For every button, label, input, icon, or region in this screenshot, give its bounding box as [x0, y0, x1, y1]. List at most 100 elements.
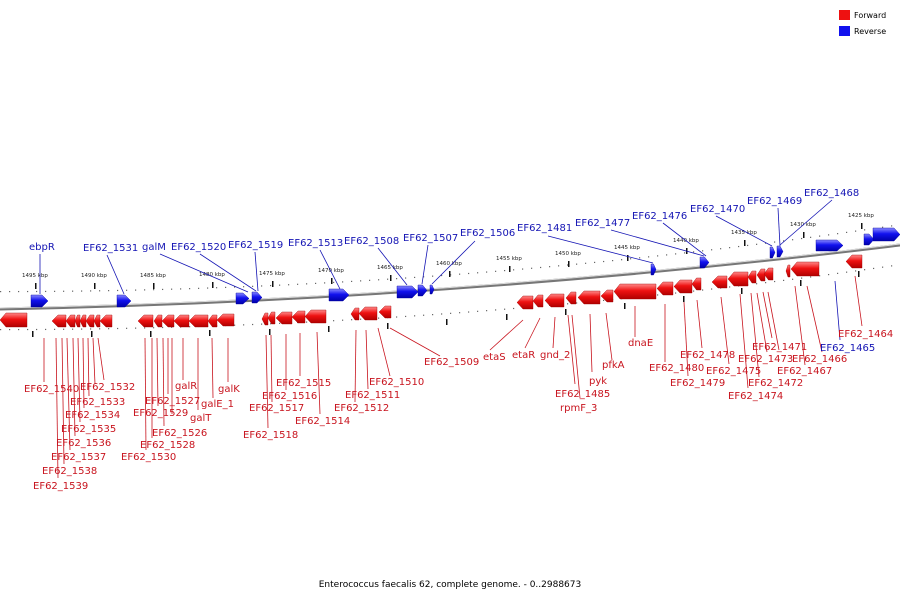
forward-gene-arrow[interactable]	[0, 312, 28, 328]
forward-gene-arrow[interactable]	[747, 270, 757, 284]
forward-gene-arrow[interactable]	[790, 261, 820, 277]
gene-label[interactable]: EF62_1520	[171, 242, 226, 253]
gene-label[interactable]: EF62_1511	[345, 390, 400, 401]
gene-label[interactable]: EF62_1476	[632, 211, 687, 222]
gene-label[interactable]: EF62_1478	[680, 350, 735, 361]
gene-label[interactable]: EF62_1466	[792, 354, 847, 365]
gene-label[interactable]: EF62_1506	[460, 228, 515, 239]
gene-label[interactable]: EF62_1526	[152, 428, 207, 439]
gene-label[interactable]: EF62_1479	[670, 378, 725, 389]
forward-gene-arrow[interactable]	[532, 294, 544, 308]
gene-label[interactable]: EF62_1536	[56, 438, 111, 449]
reverse-gene-arrow[interactable]	[417, 284, 428, 297]
gene-label[interactable]: EF62_1538	[42, 466, 97, 477]
gene-label[interactable]: EF62_1534	[65, 410, 120, 421]
gene-label[interactable]: EF62_1533	[70, 397, 125, 408]
gene-label[interactable]: EF62_1472	[748, 378, 803, 389]
reverse-gene-arrow[interactable]	[872, 227, 900, 242]
forward-gene-arrow[interactable]	[711, 275, 728, 289]
gene-label[interactable]: EF62_1530	[121, 452, 176, 463]
gene-label[interactable]: EF62_1473	[738, 354, 793, 365]
gene-label[interactable]: EF62_1469	[747, 196, 802, 207]
forward-gene-arrow[interactable]	[358, 306, 378, 321]
gene-label[interactable]: EF62_1531	[83, 243, 138, 254]
forward-gene-arrow[interactable]	[74, 314, 81, 328]
gene-label[interactable]: EF62_1528	[140, 440, 195, 451]
gene-label[interactable]: gnd_2	[540, 350, 570, 361]
gene-label[interactable]: EF62_1510	[369, 377, 424, 388]
reverse-gene-arrow[interactable]	[815, 239, 844, 252]
forward-gene-arrow[interactable]	[99, 314, 113, 328]
reverse-gene-arrow[interactable]	[699, 256, 710, 269]
gene-label[interactable]: EF62_1507	[403, 233, 458, 244]
gene-label[interactable]: EF62_1513	[288, 238, 343, 249]
forward-gene-arrow[interactable]	[600, 289, 614, 303]
forward-gene-arrow[interactable]	[613, 283, 657, 300]
forward-gene-arrow[interactable]	[516, 295, 534, 310]
reverse-gene-arrow[interactable]	[650, 263, 657, 276]
gene-label[interactable]: galT	[190, 413, 212, 424]
gene-label[interactable]: EF62_1512	[334, 403, 389, 414]
gene-label[interactable]: etaS	[483, 352, 506, 363]
forward-gene-arrow[interactable]	[51, 314, 67, 328]
forward-gene-arrow[interactable]	[378, 305, 392, 319]
forward-gene-arrow[interactable]	[544, 293, 565, 308]
forward-gene-arrow[interactable]	[267, 311, 276, 325]
gene-label[interactable]: etaR	[512, 350, 535, 361]
gene-label[interactable]: EF62_1519	[228, 240, 283, 251]
forward-gene-arrow[interactable]	[79, 314, 87, 328]
forward-gene-arrow[interactable]	[188, 314, 209, 328]
gene-label[interactable]: EF62_1480	[649, 363, 704, 374]
gene-label[interactable]: EF62_1485	[555, 389, 610, 400]
forward-gene-arrow[interactable]	[756, 268, 766, 282]
forward-gene-arrow[interactable]	[153, 314, 163, 328]
forward-gene-arrow[interactable]	[261, 312, 269, 326]
gene-label[interactable]: EF62_1527	[145, 396, 200, 407]
forward-gene-arrow[interactable]	[137, 314, 154, 328]
reverse-gene-arrow[interactable]	[235, 292, 250, 305]
gene-label[interactable]: EF62_1465	[820, 343, 875, 354]
gene-label[interactable]: dnaE	[628, 338, 653, 349]
forward-gene-arrow[interactable]	[93, 314, 101, 328]
gene-label[interactable]: EF62_1515	[276, 378, 331, 389]
reverse-gene-arrow[interactable]	[116, 294, 132, 308]
gene-label[interactable]: galK	[218, 384, 240, 395]
gene-label[interactable]: galM	[142, 242, 166, 253]
gene-label[interactable]: EF62_1517	[249, 403, 304, 414]
gene-label[interactable]: EF62_1516	[262, 391, 317, 402]
gene-label[interactable]: EF62_1481	[517, 223, 572, 234]
gene-label[interactable]: EF62_1470	[690, 204, 745, 215]
reverse-gene-arrow[interactable]	[776, 245, 784, 258]
gene-label[interactable]: EF62_1518	[243, 430, 298, 441]
forward-gene-arrow[interactable]	[207, 314, 218, 328]
gene-label[interactable]: EF62_1529	[133, 408, 188, 419]
gene-label[interactable]: rpmF_3	[560, 403, 597, 414]
forward-gene-arrow[interactable]	[565, 291, 577, 305]
reverse-gene-arrow[interactable]	[863, 233, 875, 246]
forward-gene-arrow[interactable]	[763, 267, 774, 281]
forward-gene-arrow[interactable]	[673, 279, 693, 294]
forward-gene-arrow[interactable]	[161, 314, 175, 328]
gene-label[interactable]: EF62_1532	[80, 382, 135, 393]
gene-label[interactable]: galE_1	[201, 399, 234, 410]
gene-label[interactable]: EF62_1464	[838, 329, 893, 340]
forward-gene-arrow[interactable]	[173, 314, 190, 328]
forward-gene-arrow[interactable]	[577, 290, 601, 305]
forward-gene-arrow[interactable]	[656, 281, 674, 296]
reverse-gene-arrow[interactable]	[328, 288, 350, 302]
forward-gene-arrow[interactable]	[785, 264, 791, 278]
gene-label[interactable]: EF62_1471	[752, 342, 807, 353]
gene-label[interactable]: EF62_1539	[33, 481, 88, 492]
gene-label[interactable]: galR	[175, 381, 197, 392]
forward-gene-arrow[interactable]	[350, 307, 360, 321]
reverse-gene-arrow[interactable]	[429, 284, 435, 295]
forward-gene-arrow[interactable]	[291, 310, 306, 324]
gene-label[interactable]: EF62_1474	[728, 391, 783, 402]
gene-label[interactable]: EF62_1508	[344, 236, 399, 247]
gene-label[interactable]: EF62_1475	[706, 366, 761, 377]
gene-label[interactable]: EF62_1514	[295, 416, 350, 427]
forward-gene-arrow[interactable]	[727, 271, 749, 287]
reverse-gene-arrow[interactable]	[769, 246, 776, 259]
forward-gene-arrow[interactable]	[85, 314, 95, 328]
forward-gene-arrow[interactable]	[304, 309, 327, 324]
